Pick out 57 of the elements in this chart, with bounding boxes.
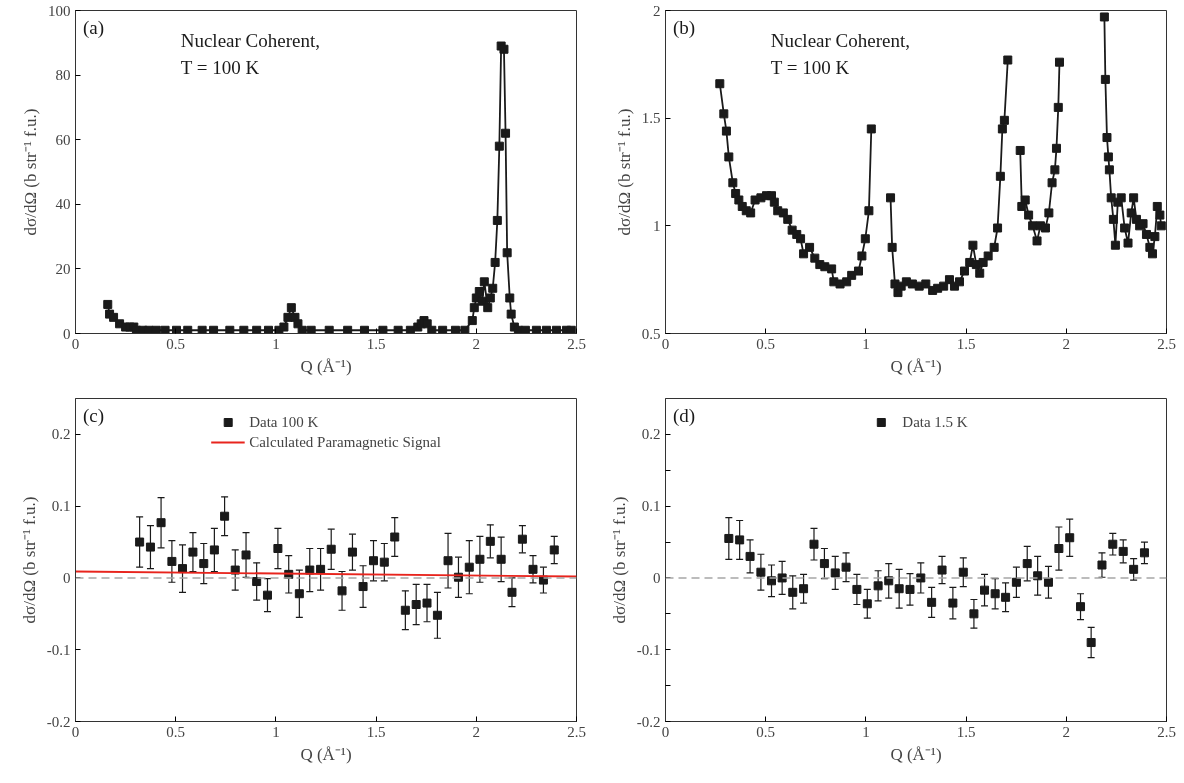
y-tick-label: -0.1 [636, 641, 661, 658]
y-tick-label: 80 [55, 67, 71, 84]
y-tick-label: 40 [55, 196, 71, 213]
y-tick-label: 2 [653, 2, 661, 19]
y-axis-title: dσ/dΩ (b str⁻¹ f.u.) [19, 496, 39, 624]
annotation: T = 100 K [770, 57, 850, 79]
legend-label: Calculated Paramagnetic Signal [249, 433, 441, 451]
x-tick-label: 1.5 [956, 335, 976, 352]
x-tick-label: 1 [272, 723, 280, 740]
annotation: Nuclear Coherent, [770, 29, 910, 51]
y-tick-label: 100 [48, 2, 71, 19]
x-tick-label: 1 [862, 335, 870, 352]
annotation: (d) [673, 404, 696, 427]
annotation: (b) [673, 16, 696, 39]
y-tick-label: 0.2 [51, 426, 71, 443]
legend-label: Data 1.5 K [902, 413, 968, 431]
y-tick-label: 1 [653, 217, 661, 234]
y-tick-label: -0.2 [46, 713, 71, 730]
x-tick-label: 2 [472, 335, 481, 352]
x-tick-label: 2 [1062, 335, 1071, 352]
x-axis-title: Q (Å⁻¹) [890, 744, 942, 764]
x-tick-label: 1.5 [956, 723, 976, 740]
x-tick-label: 1.5 [366, 335, 386, 352]
x-tick-label: 2.5 [1157, 335, 1176, 352]
y-axis-title: dσ/dΩ (b str⁻¹ f.u.) [21, 108, 40, 236]
annotation: (c) [83, 404, 105, 427]
annotation: T = 100 K [180, 57, 260, 79]
x-tick-label: 2.5 [567, 335, 586, 352]
y-tick-label: 0 [653, 569, 661, 586]
x-tick-label: 0.5 [756, 723, 776, 740]
legend-label: Data 100 K [249, 413, 319, 431]
x-tick-label: 2.5 [567, 723, 586, 740]
y-tick-label: 0.1 [641, 498, 661, 515]
y-tick-label: -0.2 [636, 713, 661, 730]
y-tick-label: 60 [55, 131, 71, 148]
x-tick-label: 0.5 [756, 335, 776, 352]
y-tick-label: 0.2 [641, 426, 661, 443]
x-tick-label: 0.5 [166, 335, 186, 352]
y-axis-title: dσ/dΩ (b str⁻¹ f.u.) [614, 108, 634, 236]
annotation: (a) [83, 16, 105, 39]
x-axis-title: Q (Å⁻¹) [300, 356, 352, 376]
x-axis-title: Q (Å⁻¹) [300, 744, 352, 764]
y-tick-label: -0.1 [46, 641, 71, 658]
x-tick-label: 1 [272, 335, 280, 352]
y-tick-label: 0 [63, 569, 71, 586]
x-tick-label: 2 [472, 723, 481, 740]
x-tick-label: 2.5 [1157, 723, 1176, 740]
annotation: Nuclear Coherent, [180, 29, 320, 51]
y-tick-label: 0.1 [51, 498, 71, 515]
y-tick-label: 20 [55, 260, 71, 277]
x-tick-label: 1.5 [366, 723, 386, 740]
y-axis-title: dσ/dΩ (b str⁻¹ f.u.) [609, 496, 629, 624]
x-tick-label: 0.5 [166, 723, 186, 740]
x-tick-label: 2 [1062, 723, 1071, 740]
x-axis-title: Q (Å⁻¹) [890, 356, 942, 376]
y-tick-label: 1.5 [641, 110, 661, 127]
x-tick-label: 1 [862, 723, 870, 740]
